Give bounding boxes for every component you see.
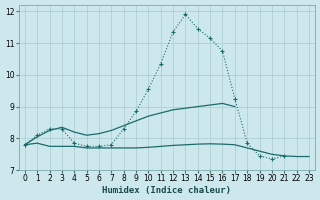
X-axis label: Humidex (Indice chaleur): Humidex (Indice chaleur)	[102, 186, 231, 195]
